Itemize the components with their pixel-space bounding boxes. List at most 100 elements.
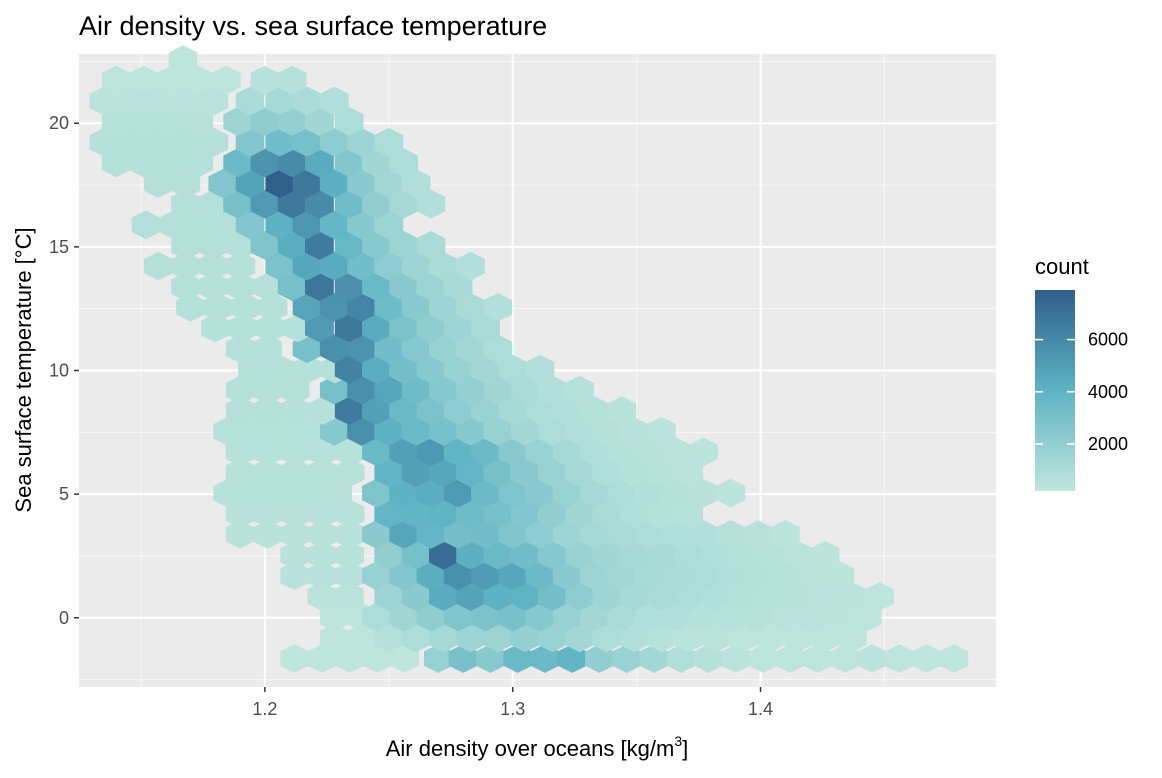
hex-cell (129, 148, 158, 178)
hex-cell (716, 478, 746, 508)
hex-cell (607, 561, 637, 591)
hex-cell (334, 231, 364, 260)
hex-cell (319, 251, 349, 281)
hex-cell (661, 602, 691, 632)
hex-cell (510, 540, 540, 570)
hex-cell (295, 417, 325, 446)
hex-cell (362, 561, 391, 591)
hex-cell (483, 375, 513, 405)
hex-cell (171, 189, 200, 219)
hex-cell (305, 107, 334, 136)
hex-cell (401, 251, 431, 281)
hex-cell (171, 251, 201, 281)
hex-cell (580, 602, 609, 632)
hex-cell (203, 293, 233, 322)
hex-cell (184, 107, 214, 136)
hex-cell (214, 210, 243, 240)
legend-tick-label: 4000 (1088, 382, 1128, 402)
hex-cell (198, 189, 228, 219)
hex-cell (253, 499, 282, 529)
hex-cell (728, 540, 758, 570)
hex-cell (213, 478, 243, 508)
hex-cell (240, 417, 270, 446)
hex-cell (634, 561, 664, 591)
hex-cell (565, 582, 594, 611)
hex-cell (771, 520, 800, 549)
hex-cell (225, 375, 255, 405)
hex-cell (429, 251, 458, 281)
hex-cell (798, 602, 827, 632)
hex-cell (837, 623, 867, 653)
hex-cell (634, 437, 664, 467)
hex-cell (689, 561, 718, 591)
hex-cell (208, 169, 238, 198)
hex-cell (374, 127, 404, 157)
hex-cell (456, 293, 485, 322)
hex-cell (401, 458, 431, 487)
hex-cell (416, 231, 446, 260)
hex-cell (334, 396, 364, 425)
hex-cell (389, 272, 418, 301)
hex-cell (307, 582, 337, 611)
hex-cell (256, 313, 285, 343)
hex-cell (674, 623, 703, 653)
hex-cell (362, 189, 391, 219)
hex-cell (374, 417, 404, 446)
hex-cell (525, 396, 555, 425)
hex-cell (498, 478, 528, 508)
hex-cell (401, 293, 431, 322)
hex-cell (305, 148, 334, 178)
x-axis-ticks: 1.2 1.3 1.4 (252, 687, 773, 719)
hex-cell (619, 540, 649, 570)
hex-cell (280, 520, 310, 549)
hex-cell (240, 478, 270, 508)
hex-cell (308, 458, 337, 487)
hex-cell (390, 644, 419, 673)
hex-cell (661, 520, 691, 549)
hex-cell (101, 148, 131, 178)
hex-cell (292, 127, 322, 157)
hex-cell (565, 623, 594, 653)
hex-cell (416, 561, 446, 591)
hex-cell (250, 148, 280, 178)
hex-cell (389, 561, 418, 591)
hex-cell (538, 417, 567, 446)
x-tick-label: 1.4 (748, 699, 773, 719)
hex-cell (235, 86, 265, 116)
hex-cell (647, 540, 676, 570)
hex-cell (471, 520, 500, 549)
legend-tick-label: 2000 (1088, 434, 1128, 454)
hex-cell (389, 478, 418, 508)
hex-cell (592, 582, 622, 611)
hex-cell (225, 499, 255, 529)
hex-cell (689, 602, 718, 632)
hex-cell (825, 561, 855, 591)
hex-cell (362, 396, 391, 425)
hex-cell (347, 127, 376, 157)
hex-cell (374, 540, 404, 570)
hex-cell (374, 458, 404, 487)
hex-cell (201, 313, 230, 343)
hex-cell (401, 334, 431, 364)
hex-cell (250, 65, 280, 95)
hex-cell (223, 107, 252, 136)
hex-cell (607, 396, 637, 425)
hex-cell (443, 602, 473, 632)
hex-cell (825, 602, 855, 632)
hex-cell (443, 437, 473, 467)
hex-cell (389, 602, 418, 632)
hex-cell (471, 602, 500, 632)
hex-cell (199, 127, 229, 157)
hex-cell (374, 293, 404, 322)
hex-cell (565, 458, 594, 487)
hex-cell (471, 313, 500, 343)
hex-cell (429, 293, 458, 322)
hex-cell (416, 396, 446, 425)
x-axis-title-superscript: 3 (674, 733, 682, 749)
hex-cell (374, 169, 404, 198)
hex-cell (362, 644, 392, 673)
hex-cell (716, 602, 746, 632)
hex-cell (647, 582, 676, 611)
x-axis-title: Air density over oceans [kg/m3] (386, 733, 689, 761)
hex-cell (429, 540, 458, 570)
